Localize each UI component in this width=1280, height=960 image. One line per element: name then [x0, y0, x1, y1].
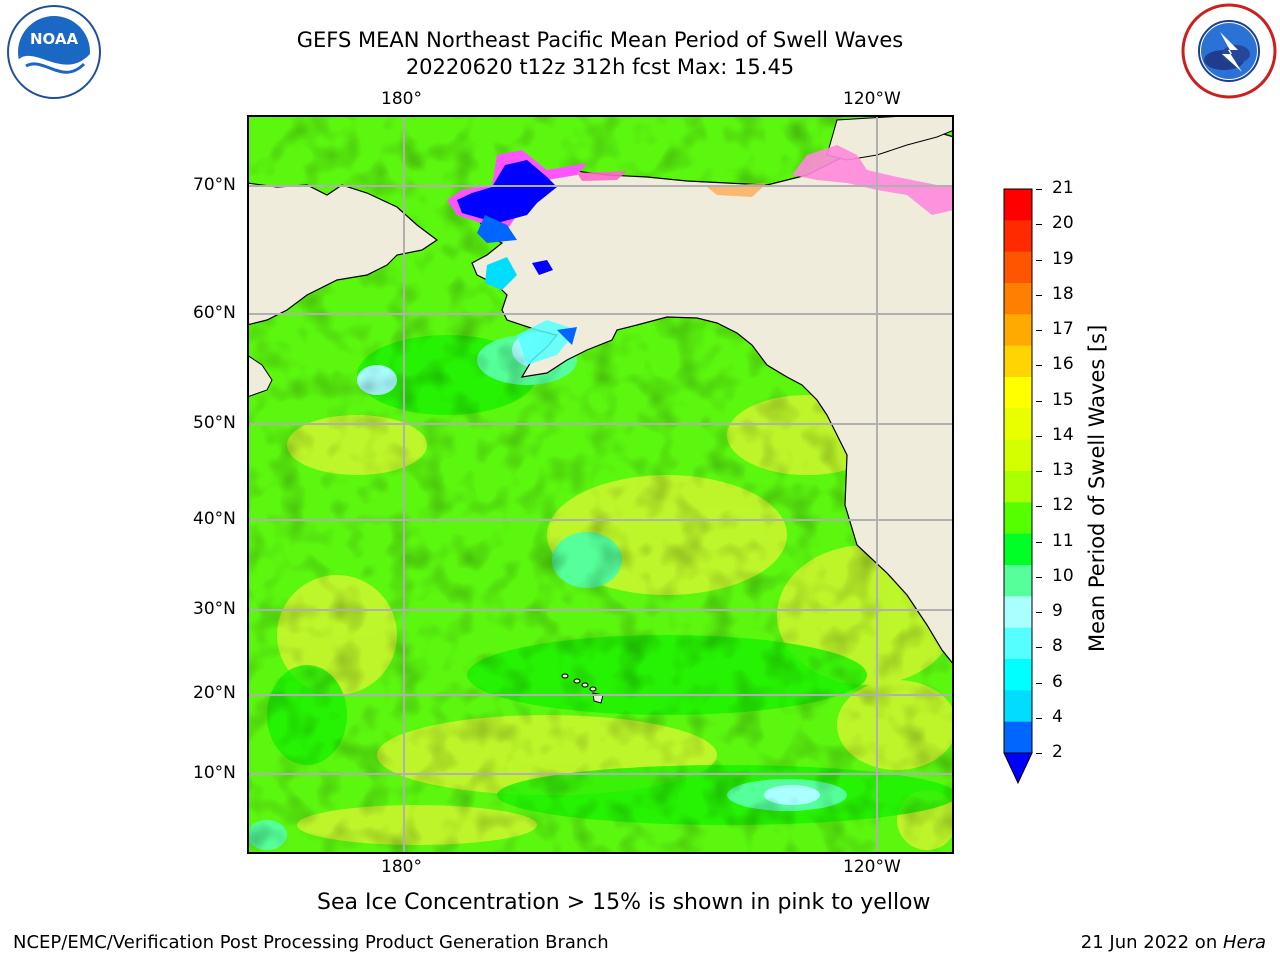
colorbar-swatch	[1004, 220, 1032, 253]
colorbar-tick-label: 8	[1052, 636, 1063, 657]
colorbar-tick-mark	[1036, 471, 1042, 472]
colorbar-tick-label: 4	[1052, 706, 1063, 727]
lat-label-60n: 60°N	[193, 303, 236, 323]
lat-label-50n: 50°N	[193, 413, 236, 433]
sea-ice-note: Sea Ice Concentration > 15% is shown in …	[317, 890, 931, 915]
colorbar-tick-label: 15	[1052, 389, 1074, 410]
colorbar-tick-mark	[1036, 682, 1042, 684]
colorbar-swatch	[1004, 533, 1032, 566]
footer-branch: NCEP/EMC/Verification Post Processing Pr…	[13, 932, 609, 953]
colorbar-tick-label: 14	[1052, 424, 1074, 445]
colorbar-tick-label: 9	[1052, 601, 1063, 621]
lon-label-bottom-180: 180°	[381, 857, 422, 877]
colorbar-tick-mark	[1036, 189, 1042, 190]
lat-label-10n: 10°N	[193, 763, 236, 783]
colorbar	[1000, 187, 1036, 787]
graticule	[247, 115, 954, 854]
colorbar-swatch	[1004, 690, 1032, 723]
colorbar-tick-label: 12	[1052, 495, 1074, 516]
colorbar-swatch	[1004, 251, 1032, 284]
colorbar-swatch	[1004, 314, 1032, 347]
swell-period-map	[246, 114, 957, 854]
colorbar-swatch	[1004, 377, 1032, 409]
colorbar-tick-mark	[1036, 541, 1042, 543]
footer-date-text: 21 Jun 2022 on	[1080, 932, 1223, 953]
noaa-text: NOAA	[30, 30, 79, 48]
lon-label-bottom-120w: 120°W	[843, 857, 901, 877]
colorbar-outline	[1003, 188, 1033, 754]
colorbar-tick-label: 6	[1052, 671, 1063, 692]
colorbar-tick-mark	[1036, 224, 1042, 226]
colorbar-tick-mark	[1036, 400, 1042, 402]
colorbar-tick-mark	[1036, 330, 1042, 331]
colorbar-tick-label: 2	[1052, 742, 1063, 762]
colorbar-tick-label: 16	[1052, 354, 1074, 375]
colorbar-tick-label: 17	[1052, 319, 1074, 339]
colorbar-swatch	[1004, 502, 1032, 535]
colorbar-tick-mark	[1036, 259, 1042, 261]
colorbar-tick-mark	[1036, 365, 1042, 367]
colorbar-swatch	[1004, 565, 1032, 597]
lat-label-20n: 20°N	[193, 683, 236, 703]
map-frame	[247, 115, 954, 854]
colorbar-tick-mark	[1036, 717, 1042, 719]
colorbar-swatch	[1004, 439, 1032, 472]
swell-2-4s-region	[457, 160, 577, 365]
lat-label-30n: 30°N	[193, 599, 236, 619]
colorbar-swatch	[1004, 283, 1032, 315]
colorbar-swatch	[1004, 596, 1032, 629]
colorbar-tick-mark	[1036, 294, 1042, 296]
colorbar-swatch	[1004, 189, 1032, 221]
colorbar-tick-mark	[1036, 506, 1042, 508]
colorbar-tick-mark	[1036, 753, 1042, 754]
colorbar-label: Mean Period of Swell Waves [s]	[1085, 324, 1109, 652]
nws-logo	[1180, 2, 1278, 100]
colorbar-tick-label: 21	[1052, 178, 1074, 198]
lon-label-top-120w: 120°W	[843, 89, 901, 109]
colorbar-tick-mark	[1036, 576, 1042, 578]
colorbar-tick-label: 11	[1052, 530, 1074, 551]
colorbar-tick-label: 19	[1052, 248, 1074, 269]
colorbar-tick-mark	[1036, 435, 1042, 437]
colorbar-tick-mark	[1036, 647, 1042, 649]
colorbar-tick-label: 10	[1052, 565, 1074, 586]
land-asia	[246, 182, 439, 326]
colorbar-swatches	[1003, 188, 1033, 785]
colorbar-swatch	[1004, 721, 1032, 754]
nws-logo-icon	[1181, 3, 1277, 99]
colorbar-tick-label: 18	[1052, 283, 1074, 304]
lon-label-top-180: 180°	[381, 89, 422, 109]
footer-date: 21 Jun 2022 on Hera	[1081, 932, 1266, 953]
noaa-logo-icon: NOAA	[7, 5, 101, 99]
colorbar-tick-mark	[1036, 612, 1042, 613]
colorbar-swatch	[1004, 471, 1032, 503]
chart-title: GEFS MEAN Northeast Pacific Mean Period …	[296, 28, 904, 52]
colorbar-extend-arrow	[1003, 752, 1033, 785]
noaa-logo: NOAA	[4, 4, 104, 100]
lat-label-40n: 40°N	[193, 509, 236, 529]
lat-label-70n: 70°N	[193, 175, 236, 195]
footer-host: Hera	[1222, 932, 1266, 953]
colorbar-swatch	[1004, 345, 1032, 378]
chart-subtitle: 20220620 t12z 312h fcst Max: 15.45	[405, 55, 795, 79]
colorbar-swatch	[1004, 408, 1032, 441]
colorbar-tick-label: 13	[1052, 460, 1074, 480]
colorbar-swatch	[1004, 659, 1032, 691]
colorbar-swatch	[1004, 627, 1032, 660]
colorbar-tick-label: 20	[1052, 213, 1074, 234]
map-panel	[246, 114, 957, 854]
